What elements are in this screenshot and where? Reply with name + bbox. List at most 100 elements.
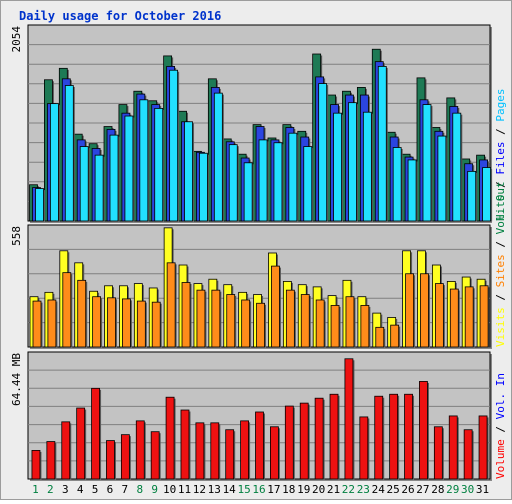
pages-bar-day-31 bbox=[482, 167, 491, 222]
pages-bar-day-25 bbox=[392, 147, 402, 222]
volume-bar-day-13 bbox=[210, 422, 220, 480]
pages-bar-day-7 bbox=[124, 115, 134, 222]
x-tick-label-day-24: 24 bbox=[372, 483, 386, 496]
legend-item-visits: Visits bbox=[494, 307, 507, 347]
sites-bar-day-20 bbox=[315, 299, 325, 348]
pages-bar-day-15 bbox=[243, 162, 253, 222]
volume-bar-day-15 bbox=[240, 420, 249, 480]
y-axis-max-label: 64.44 MB bbox=[10, 353, 23, 406]
sites-bar-day-11 bbox=[181, 282, 191, 348]
sites-bar-day-24 bbox=[375, 326, 385, 348]
sites-bar-day-31 bbox=[479, 285, 489, 348]
pages-bar-day-10 bbox=[169, 69, 179, 222]
volume-bar-day-2 bbox=[46, 441, 56, 480]
x-tick-label-day-9: 9 bbox=[151, 483, 158, 496]
sites-bar-day-28 bbox=[434, 283, 444, 348]
sites-bar-day-3 bbox=[62, 272, 72, 348]
volume-bar-day-26 bbox=[404, 393, 413, 480]
x-tick-label-day-31: 31 bbox=[476, 483, 489, 496]
x-tick-label-day-18: 18 bbox=[282, 483, 295, 496]
volume-bar-day-12 bbox=[195, 422, 205, 480]
volume-bar-day-30 bbox=[463, 429, 473, 480]
x-tick-label-day-14: 14 bbox=[223, 483, 237, 496]
pages-bar-day-22 bbox=[348, 102, 357, 222]
y-axis-max-label: 558 bbox=[10, 226, 23, 246]
pages-bar-day-13 bbox=[213, 92, 223, 222]
sites-bar-day-21 bbox=[330, 305, 340, 348]
volume-bar-day-20 bbox=[314, 397, 324, 480]
x-tick-label-day-12: 12 bbox=[193, 483, 206, 496]
legend-item-pages: Pages bbox=[494, 89, 507, 122]
pages-bar-day-20 bbox=[318, 83, 328, 222]
x-tick-label-day-27: 27 bbox=[416, 483, 429, 496]
x-tick-label-day-4: 4 bbox=[77, 483, 84, 496]
x-tick-label-day-23: 23 bbox=[357, 483, 370, 496]
volume-bar-day-5 bbox=[91, 387, 100, 480]
sites-bar-day-7 bbox=[122, 298, 131, 348]
x-tick-label-day-30: 30 bbox=[461, 483, 474, 496]
sites-bar-day-18 bbox=[285, 289, 295, 348]
legend-separator: / bbox=[494, 175, 507, 195]
pages-bar-day-30 bbox=[467, 170, 477, 222]
sites-bar-day-1 bbox=[32, 300, 42, 348]
volume-bar-day-29 bbox=[448, 415, 458, 480]
legend-separator: / bbox=[494, 122, 507, 142]
legend-group: Visits / Sites / Vol. Out bbox=[494, 181, 507, 347]
x-tick-label-day-28: 28 bbox=[431, 483, 444, 496]
sites-bar-day-23 bbox=[360, 305, 370, 348]
sites-bar-day-27 bbox=[420, 273, 429, 348]
volume-bar-day-1 bbox=[31, 450, 41, 480]
volume-bar-day-24 bbox=[374, 395, 384, 480]
legend-item-vol-out: Vol. Out bbox=[494, 181, 507, 234]
chart-title: Daily usage for October 2016 bbox=[19, 9, 221, 23]
volume-bar-day-11 bbox=[180, 409, 190, 480]
sites-bar-day-12 bbox=[196, 289, 206, 348]
pages-bar-day-19 bbox=[303, 146, 313, 222]
sites-bar-day-22 bbox=[345, 296, 355, 348]
pages-bar-day-11 bbox=[184, 121, 193, 222]
pages-bar-day-6 bbox=[109, 134, 119, 222]
legend-item-hits: Hits bbox=[494, 195, 507, 222]
sites-bar-day-16 bbox=[256, 302, 265, 348]
volume-bar-day-17 bbox=[270, 426, 279, 480]
x-tick-label-day-13: 13 bbox=[208, 483, 221, 496]
x-tick-label-day-21: 21 bbox=[327, 483, 340, 496]
volume-bar-day-16 bbox=[255, 411, 264, 480]
sites-bar-day-17 bbox=[271, 265, 280, 348]
x-tick-label-day-20: 20 bbox=[312, 483, 325, 496]
x-tick-label-day-26: 26 bbox=[401, 483, 414, 496]
pages-bar-day-3 bbox=[64, 85, 74, 222]
sites-bar-day-8 bbox=[136, 300, 146, 348]
pages-bar-day-29 bbox=[452, 112, 462, 222]
x-tick-label-day-3: 3 bbox=[62, 483, 69, 496]
pages-bar-day-1 bbox=[35, 188, 44, 222]
y-axis-max-label: 2054 bbox=[10, 26, 23, 53]
x-tick-label-day-7: 7 bbox=[122, 483, 129, 496]
x-tick-label-day-22: 22 bbox=[342, 483, 355, 496]
x-tick-label-day-1: 1 bbox=[32, 483, 39, 496]
sites-bar-day-26 bbox=[405, 273, 414, 348]
pages-bar-day-23 bbox=[362, 111, 372, 222]
x-tick-label-day-19: 19 bbox=[297, 483, 310, 496]
volume-bar-day-28 bbox=[433, 426, 443, 480]
x-tick-label-day-10: 10 bbox=[163, 483, 176, 496]
volume-bar-day-3 bbox=[61, 421, 71, 480]
volume-bar-day-21 bbox=[329, 393, 339, 480]
x-axis-tick-labels: 1 2 3 4 5 6 7 8 9 10 11 12 13 14 15 16 17 18 19 20 21 22 23 24 2… bbox=[32, 483, 489, 496]
sites-bar-day-14 bbox=[226, 294, 236, 348]
volume-bar-day-23 bbox=[359, 416, 369, 480]
volume-bar-day-25 bbox=[389, 393, 399, 480]
volume-bar-day-8 bbox=[135, 420, 145, 480]
pages-bar-day-27 bbox=[422, 104, 432, 222]
volume-bar-day-6 bbox=[106, 440, 115, 480]
pages-bar-day-9 bbox=[154, 108, 164, 222]
x-tick-label-day-11: 11 bbox=[178, 483, 191, 496]
volume-bar-day-4 bbox=[76, 407, 86, 480]
volume-bar-day-27 bbox=[419, 381, 428, 480]
panel-visits-sites: 558 bbox=[10, 224, 492, 349]
pages-bar-day-28 bbox=[437, 135, 447, 222]
x-tick-label-day-8: 8 bbox=[136, 483, 143, 496]
panel-volume: 64.44 MB bbox=[10, 351, 492, 481]
sites-bar-day-15 bbox=[241, 299, 251, 348]
